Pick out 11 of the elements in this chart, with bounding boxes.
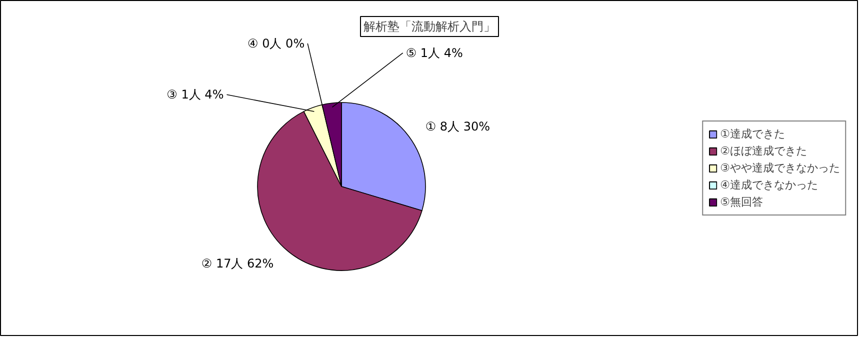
chart-title: 解析塾「流動解析入門」 bbox=[364, 20, 496, 34]
data-label: ① 8人 30% bbox=[425, 119, 490, 134]
legend-label: ④達成できなかった bbox=[720, 178, 818, 192]
legend-label: ⑤無回答 bbox=[720, 194, 763, 210]
data-label: ⑤ 1人 4% bbox=[406, 46, 463, 60]
legend-label: ③やや達成できなかった bbox=[720, 160, 840, 176]
legend-label: ②ほぼ達成できた bbox=[720, 144, 807, 158]
data-label: ② 17人 62% bbox=[201, 256, 274, 271]
legend-label: ①達成できた bbox=[720, 126, 785, 142]
text: ④ 0人 0% bbox=[248, 36, 305, 50]
data-label: ③ 1人 4% bbox=[166, 88, 224, 102]
